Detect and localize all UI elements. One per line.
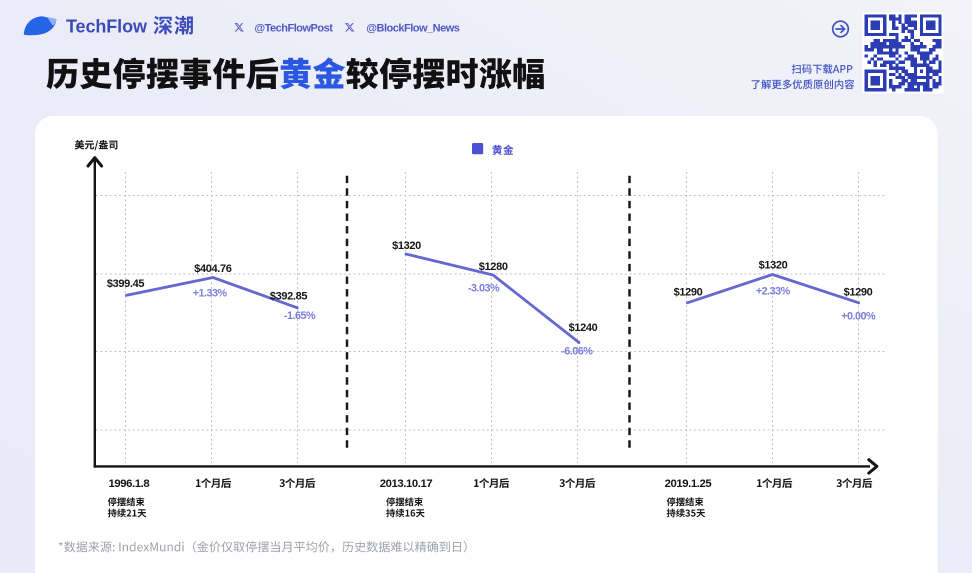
svg-text:+1.33%: +1.33% <box>193 288 228 300</box>
svg-text:$1290: $1290 <box>674 286 703 298</box>
svg-text:1996.1.8: 1996.1.8 <box>109 478 150 490</box>
svg-text:@BlockFlow_News: @BlockFlow_News <box>366 22 459 34</box>
svg-text:2019.1.25: 2019.1.25 <box>665 478 712 490</box>
svg-text:$1240: $1240 <box>569 322 598 334</box>
svg-text:-3.03%: -3.03% <box>468 283 500 295</box>
svg-text:$1290: $1290 <box>844 286 873 298</box>
svg-text:+2.33%: +2.33% <box>756 286 791 298</box>
svg-text:-6.06%: -6.06% <box>561 346 593 358</box>
svg-text:2013.10.17: 2013.10.17 <box>380 478 433 490</box>
svg-text:TechFlow: TechFlow <box>66 17 148 37</box>
svg-text:$1320: $1320 <box>759 260 788 272</box>
svg-text:$404.76: $404.76 <box>194 263 232 275</box>
svg-text:$399.45: $399.45 <box>107 278 145 290</box>
svg-text:-1.65%: -1.65% <box>284 310 316 322</box>
svg-text:@TechFlowPost: @TechFlowPost <box>254 22 333 34</box>
svg-text:+0.00%: +0.00% <box>841 310 876 322</box>
svg-text:$392.85: $392.85 <box>270 290 308 302</box>
svg-text:$1320: $1320 <box>392 240 421 252</box>
svg-text:$1280: $1280 <box>479 261 508 273</box>
